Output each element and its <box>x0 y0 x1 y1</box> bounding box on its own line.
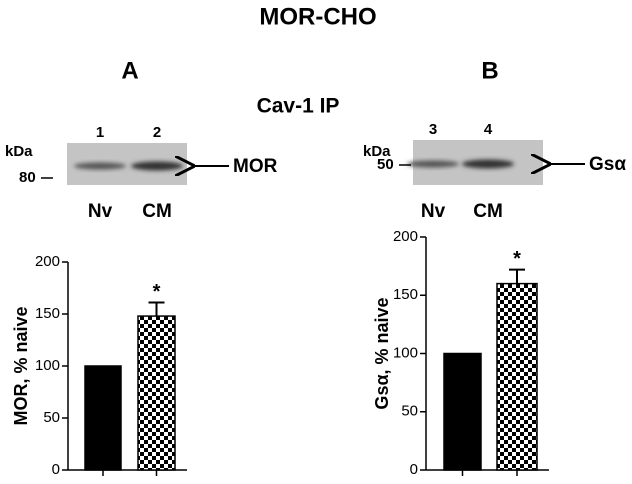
marker-size: 80 <box>19 169 36 186</box>
panel-label: A <box>121 57 138 84</box>
y-tick-label: 100 <box>393 344 418 361</box>
blot-band <box>74 162 126 170</box>
lane-number: 1 <box>96 124 104 141</box>
y-tick-label: 0 <box>410 461 418 478</box>
significance-marker: * <box>153 281 161 303</box>
lane-number: 4 <box>484 121 493 138</box>
lane-label: Nv <box>421 201 446 222</box>
error-bar <box>148 301 165 317</box>
subtitle: Cav-1 IP <box>257 95 340 118</box>
lane-label: CM <box>473 201 503 222</box>
y-axis-label: Gsα, % naive <box>372 297 392 409</box>
figure-title: MOR-CHO <box>259 3 376 30</box>
lane-label: CM <box>142 201 172 222</box>
kda-unit: kDa <box>363 143 391 160</box>
blot-band <box>407 160 459 168</box>
blot-band <box>131 161 183 171</box>
bar <box>137 315 176 471</box>
marker-size: 50 <box>377 156 394 173</box>
y-tick-label: 150 <box>393 286 418 303</box>
lane-number: 2 <box>153 124 161 141</box>
bar <box>84 365 122 471</box>
lane-number: 3 <box>429 121 437 138</box>
bar <box>496 282 538 471</box>
y-tick-label: 200 <box>35 253 60 270</box>
y-tick-label: 150 <box>35 305 60 322</box>
bar <box>443 352 482 471</box>
lane-label: Nv <box>88 201 113 222</box>
panel-label: B <box>481 57 498 84</box>
y-axis-label: MOR, % naive <box>11 306 31 425</box>
band-label: Gsα <box>589 154 626 175</box>
y-tick-label: 0 <box>52 461 60 478</box>
significance-marker: * <box>513 248 521 270</box>
band-label: MOR <box>233 156 278 177</box>
error-bar <box>509 268 525 284</box>
y-tick-label: 50 <box>401 403 418 420</box>
blot-band <box>462 159 514 169</box>
y-tick-label: 200 <box>393 228 418 245</box>
y-tick-label: 50 <box>43 409 60 426</box>
kda-unit: kDa <box>5 143 33 160</box>
y-tick-label: 100 <box>35 357 60 374</box>
